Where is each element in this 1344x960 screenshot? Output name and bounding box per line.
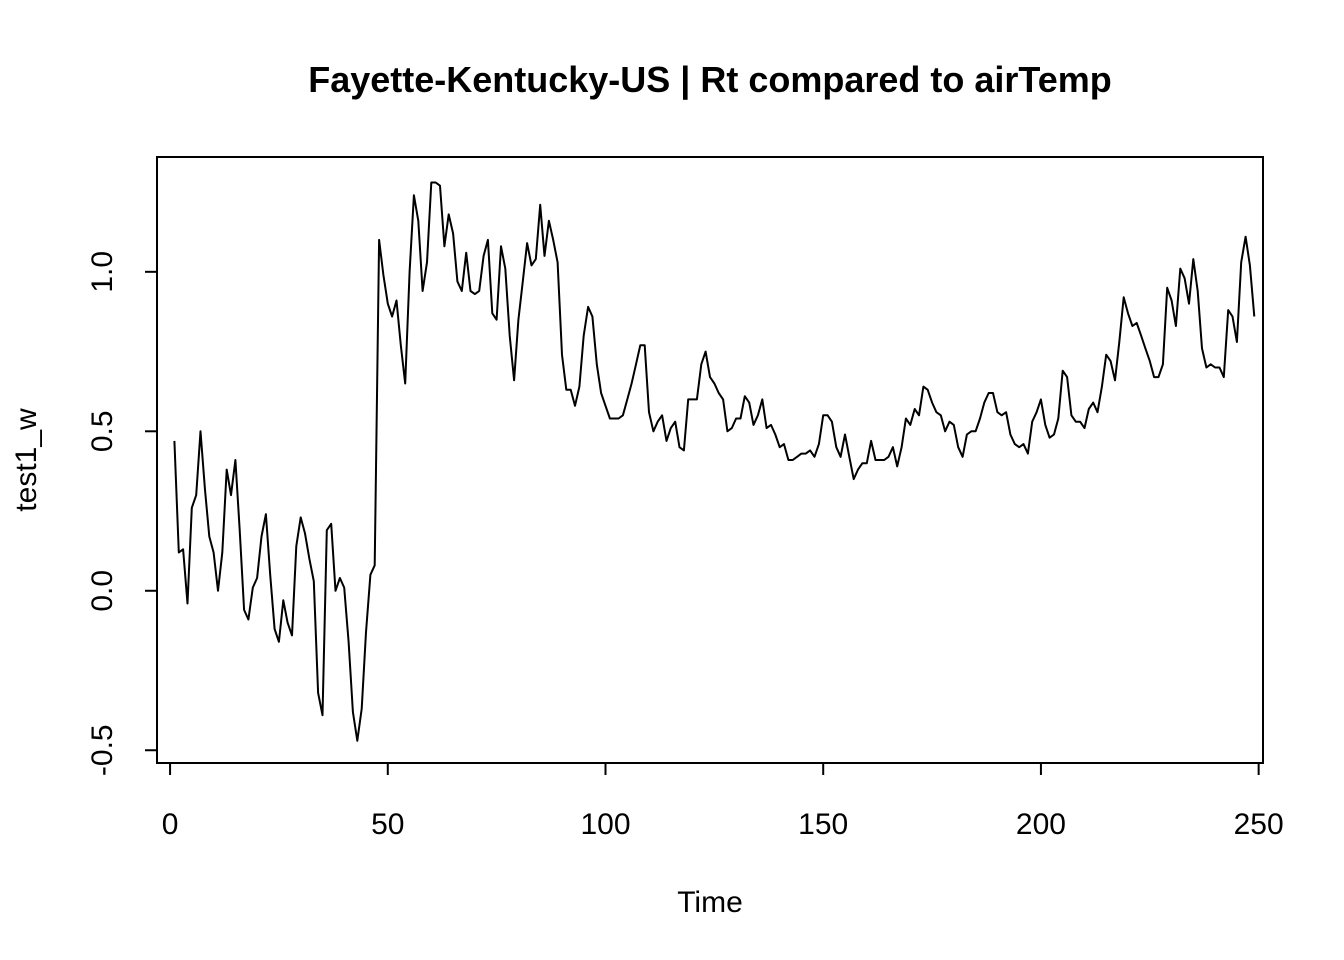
series-line-test1_w <box>173 181 1256 742</box>
x-tick-label: 0 <box>162 808 179 841</box>
y-tick-label: -0.5 <box>86 724 119 776</box>
x-tick-label: 250 <box>1234 808 1284 841</box>
x-tick-label: 200 <box>1016 808 1066 841</box>
y-tick-label: 1.0 <box>86 251 119 293</box>
y-tick-label: 0.0 <box>86 570 119 612</box>
chart-title: Fayette-Kentucky-US | Rt compared to air… <box>308 59 1112 101</box>
y-axis: -0.5 0.0 0.5 1.0 <box>86 251 158 776</box>
x-tick-label: 100 <box>580 808 630 841</box>
y-axis-label: test1_w <box>10 408 43 512</box>
x-tick-label: 50 <box>371 808 404 841</box>
x-axis: 0 50 100 150 200 250 <box>162 762 1284 841</box>
y-tick-label: 0.5 <box>86 410 119 452</box>
x-axis-label: Time <box>677 886 743 919</box>
x-tick-label: 150 <box>798 808 848 841</box>
